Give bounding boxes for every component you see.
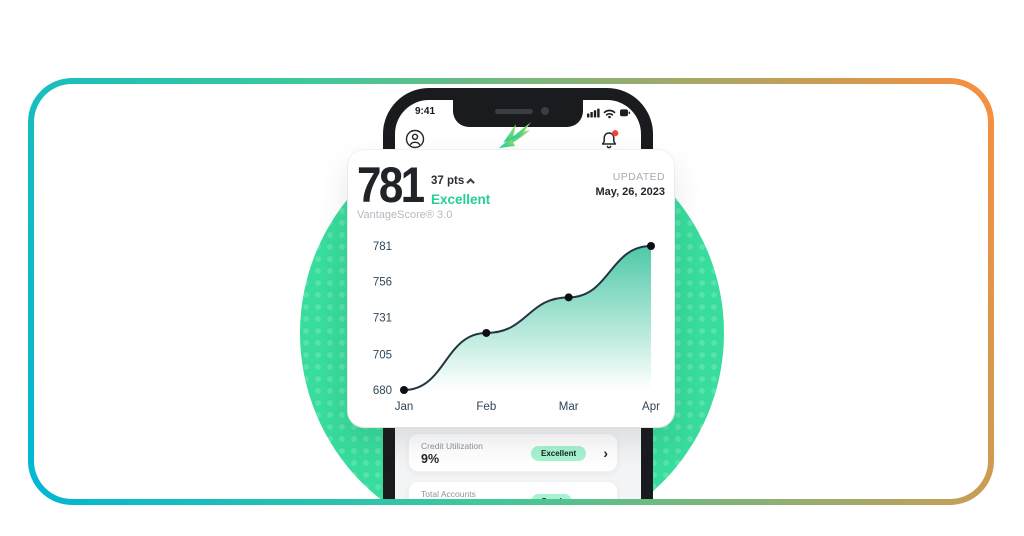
status-bar-time: 9:41 bbox=[415, 106, 436, 117]
credit-score-card: 781 37 pts Excellent UPDATED May, 26, 20… bbox=[348, 150, 674, 427]
score-model-label: VantageScore® 3.0 bbox=[357, 209, 453, 221]
svg-text:Apr: Apr bbox=[642, 401, 660, 413]
gradient-frame: 9:41 bbox=[28, 78, 994, 505]
hummingbird-logo-icon bbox=[490, 120, 540, 152]
updated-date: May, 26, 2023 bbox=[595, 186, 665, 198]
factor-row-total-accounts[interactable]: Total Accounts Good › bbox=[408, 481, 618, 499]
factor-label: Total Accounts bbox=[421, 489, 476, 499]
profile-icon bbox=[405, 129, 425, 149]
status-badge: Excellent bbox=[531, 446, 587, 461]
score-rating: Excellent bbox=[431, 192, 491, 207]
svg-text:Mar: Mar bbox=[559, 401, 579, 413]
camera-dot bbox=[541, 107, 549, 115]
factor-label: Credit Utilization bbox=[421, 441, 483, 451]
chevron-right-icon[interactable]: › bbox=[603, 445, 608, 461]
score-delta: 37 pts Excellent bbox=[431, 171, 490, 207]
phone-notch bbox=[453, 100, 583, 127]
frame-inner: 9:41 bbox=[34, 84, 988, 499]
bell-icon bbox=[601, 130, 619, 149]
updated-block: UPDATED May, 26, 2023 bbox=[595, 171, 665, 198]
svg-text:781: 781 bbox=[373, 241, 392, 253]
chevron-right-icon[interactable]: › bbox=[603, 493, 608, 499]
credit-score-value: 781 bbox=[357, 157, 425, 213]
svg-text:756: 756 bbox=[373, 277, 392, 289]
svg-text:680: 680 bbox=[373, 385, 392, 397]
signal-wifi-battery-icons bbox=[587, 108, 631, 119]
score-delta-points: 37 pts bbox=[431, 175, 465, 187]
notification-dot bbox=[612, 130, 619, 137]
svg-text:731: 731 bbox=[373, 312, 392, 324]
svg-text:705: 705 bbox=[373, 349, 392, 361]
factor-row-credit-utilization[interactable]: Credit Utilization 9% Excellent › bbox=[408, 433, 618, 472]
svg-text:Feb: Feb bbox=[476, 401, 496, 413]
notifications-button[interactable] bbox=[599, 129, 619, 151]
profile-button[interactable] bbox=[405, 129, 425, 149]
factor-value: 9% bbox=[421, 452, 440, 466]
caret-up-icon bbox=[466, 178, 476, 187]
speaker-slot bbox=[495, 109, 533, 114]
svg-text:Jan: Jan bbox=[395, 401, 414, 413]
app-header bbox=[395, 100, 641, 158]
status-bar-icons bbox=[587, 106, 631, 124]
updated-label: UPDATED bbox=[612, 171, 665, 183]
status-badge: Good bbox=[531, 494, 572, 499]
